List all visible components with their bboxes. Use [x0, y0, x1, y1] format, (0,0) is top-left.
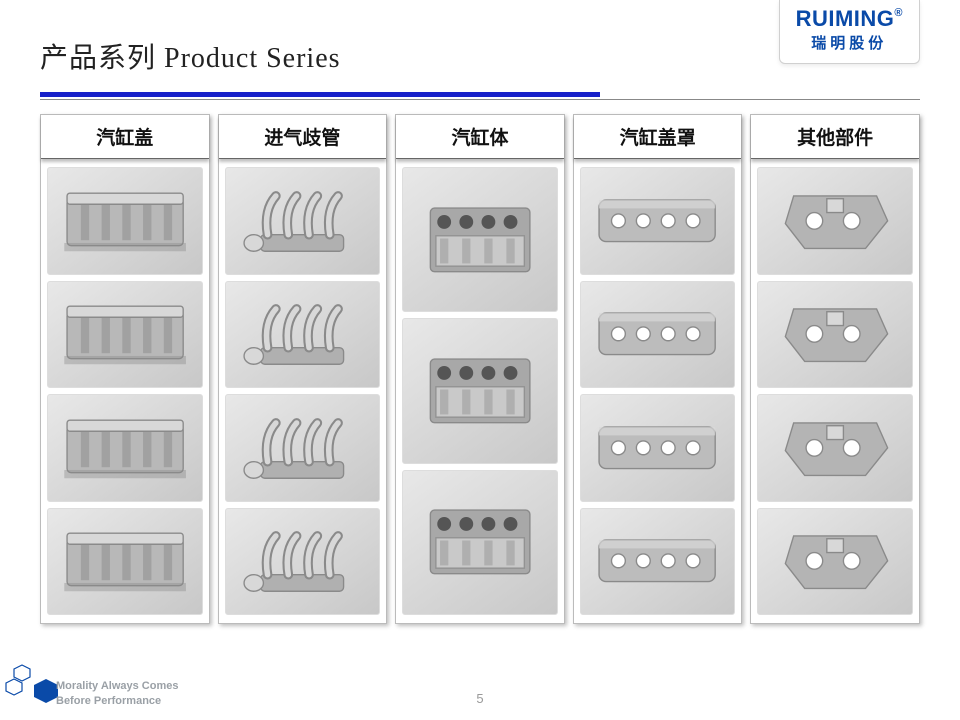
footer-tagline: Morality Always Comes Before Performance — [56, 679, 178, 708]
logo: RUIMING® 瑞明股份 — [779, 0, 920, 64]
product-image — [580, 508, 736, 616]
product-image — [757, 508, 913, 616]
product-columns: 汽缸盖 进气歧管 — [40, 114, 920, 624]
product-column: 汽缸盖罩 — [573, 114, 743, 624]
hexagon-decoration-icon — [4, 657, 64, 712]
product-image — [402, 167, 558, 312]
product-image — [47, 394, 203, 502]
column-body — [396, 159, 564, 623]
product-image — [225, 281, 381, 389]
header-row: 产品系列 Product Series RUIMING® 瑞明股份 — [40, 30, 920, 76]
product-column: 其他部件 — [750, 114, 920, 624]
title-divider-thin — [40, 99, 920, 100]
tagline-line2: Before Performance — [56, 695, 161, 707]
product-image — [225, 394, 381, 502]
column-header: 汽缸盖 — [41, 115, 209, 159]
product-image — [580, 394, 736, 502]
product-image — [757, 167, 913, 275]
product-image — [47, 281, 203, 389]
column-body — [751, 159, 919, 623]
page-title: 产品系列 Product Series — [40, 30, 341, 76]
product-image — [225, 508, 381, 616]
product-image — [402, 470, 558, 615]
product-image — [580, 167, 736, 275]
column-header: 汽缸盖罩 — [574, 115, 742, 159]
product-image — [757, 394, 913, 502]
product-image — [47, 508, 203, 616]
slide: 产品系列 Product Series RUIMING® 瑞明股份 汽缸盖 — [0, 0, 960, 720]
tagline-line1: Morality Always Comes — [56, 680, 178, 692]
logo-main-text: RUIMING — [796, 6, 895, 31]
logo-subtitle: 瑞明股份 — [796, 32, 903, 53]
product-image — [580, 281, 736, 389]
column-header: 汽缸体 — [396, 115, 564, 159]
product-image — [757, 281, 913, 389]
title-divider-thick — [40, 92, 600, 97]
column-header: 进气歧管 — [219, 115, 387, 159]
product-column: 汽缸盖 — [40, 114, 210, 624]
column-body — [219, 159, 387, 623]
product-image — [402, 318, 558, 463]
column-header: 其他部件 — [751, 115, 919, 159]
logo-text: RUIMING® — [796, 8, 903, 30]
product-image — [225, 167, 381, 275]
page-number: 5 — [476, 691, 483, 706]
product-image — [47, 167, 203, 275]
column-body — [41, 159, 209, 623]
product-column: 进气歧管 — [218, 114, 388, 624]
column-body — [574, 159, 742, 623]
product-column: 汽缸体 — [395, 114, 565, 624]
logo-reg-mark: ® — [894, 7, 903, 19]
